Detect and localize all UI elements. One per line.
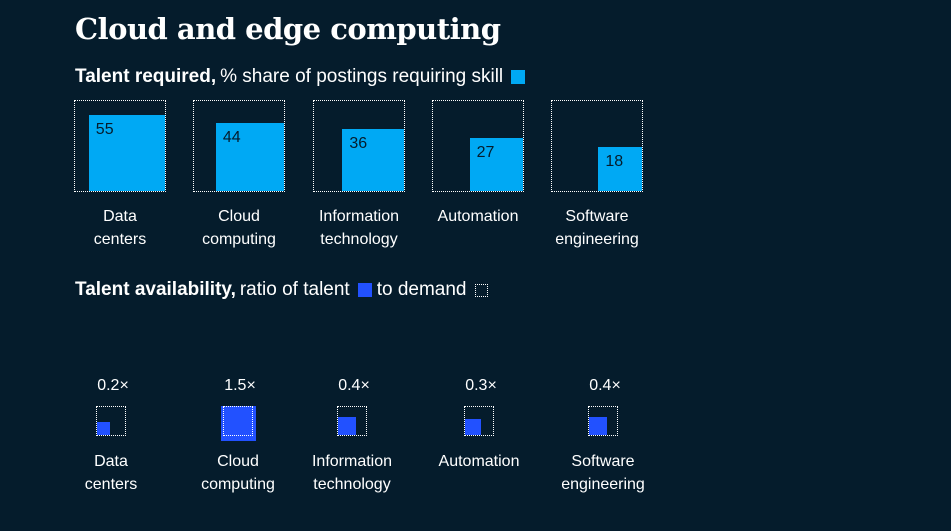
required-item-automation: 27 Automation — [432, 100, 524, 225]
talent-required-legend-swatch — [511, 70, 526, 84]
availability-category-label-line: engineering — [561, 476, 645, 493]
talent-availability-heading-end: to demand — [376, 279, 467, 300]
required-category-label-line: Data — [103, 208, 137, 225]
talent-availability-heading-bold: Talent availability, — [75, 279, 236, 300]
availability-value-label: 0.2× — [97, 377, 129, 394]
availability-category-label-line: technology — [313, 476, 391, 493]
required-value-label: 55 — [95, 120, 114, 138]
required-box: 36 — [313, 100, 405, 192]
required-category-label-line: Cloud — [218, 208, 260, 225]
demand-outline — [223, 406, 253, 436]
required-category-label-line: centers — [93, 231, 147, 248]
required-category-label-line: computing — [202, 231, 276, 248]
required-bar: 18 — [598, 147, 642, 191]
required-value-label: 36 — [349, 135, 368, 153]
talent-bar — [338, 416, 357, 435]
availability-category-label: Data centers — [31, 450, 191, 496]
availability-category-label: Cloud computing — [158, 450, 318, 496]
required-category-label: Automation — [408, 205, 548, 228]
required-item-data-centers: 55 Data centers — [74, 100, 166, 248]
required-bar: 44 — [215, 122, 284, 191]
required-item-software-engineering: 18 Software engineering — [551, 100, 643, 248]
availability-category-label-line: Data — [94, 453, 128, 470]
required-box: 27 — [432, 100, 524, 192]
required-bar: 27 — [469, 137, 523, 191]
required-item-information-technology: 36 Information technology — [313, 100, 405, 248]
availability-value-label: 1.5× — [224, 377, 256, 394]
required-category-label-line: Software — [565, 208, 629, 225]
availability-value-label: 0.3× — [465, 377, 497, 394]
talent-bar — [589, 416, 608, 435]
demand-outline — [337, 406, 367, 436]
talent-availability-heading: Talent availability, ratio of talent to … — [75, 279, 488, 301]
chart-title: Cloud and edge computing — [75, 12, 501, 46]
talent-required-heading-bold: Talent required, — [75, 66, 217, 87]
talent-required-heading: Talent required, % share of postings req… — [75, 66, 526, 88]
required-category-label: Information technology — [289, 205, 429, 251]
required-category-label: Software engineering — [527, 205, 667, 251]
availability-category-label: Automation — [399, 450, 559, 473]
required-box: 44 — [193, 100, 285, 192]
required-category-label-line: technology — [320, 231, 398, 248]
demand-outline — [464, 406, 494, 436]
availability-category-label-line: Information — [311, 453, 393, 470]
required-category-label: Data centers — [50, 205, 190, 251]
required-category-label-line: Information — [318, 208, 400, 225]
required-category-label-line: Automation — [437, 208, 519, 225]
talent-required-heading-rest: % share of postings requiring skill — [220, 66, 504, 87]
availability-value-label: 0.4× — [338, 377, 370, 394]
required-box: 18 — [551, 100, 643, 192]
availability-value-label: 0.4× — [589, 377, 621, 394]
required-value-label: 44 — [222, 128, 241, 146]
talent-availability-heading-mid: ratio of talent — [239, 279, 350, 300]
required-item-cloud-computing: 44 Cloud computing — [193, 100, 285, 248]
talent-bar — [97, 422, 110, 435]
demand-outline — [588, 406, 618, 436]
availability-category-label: Information technology — [272, 450, 432, 496]
demand-outline — [96, 406, 126, 436]
availability-category-label-line: centers — [84, 476, 138, 493]
availability-category-label-line: Cloud — [217, 453, 259, 470]
talent-legend-swatch — [357, 283, 372, 297]
talent-bar — [465, 419, 481, 435]
required-bar: 36 — [342, 129, 404, 191]
required-category-label-line: engineering — [555, 231, 639, 248]
availability-category-label-line: computing — [201, 476, 275, 493]
availability-category-label-line: Software — [571, 453, 635, 470]
required-bar: 55 — [88, 114, 165, 191]
availability-category-label: Software engineering — [523, 450, 683, 496]
required-box: 55 — [74, 100, 166, 192]
availability-category-label-line: Automation — [438, 453, 520, 470]
required-value-label: 18 — [605, 153, 624, 171]
required-value-label: 27 — [476, 143, 495, 161]
demand-legend-swatch — [474, 283, 488, 297]
required-category-label: Cloud computing — [169, 205, 309, 251]
